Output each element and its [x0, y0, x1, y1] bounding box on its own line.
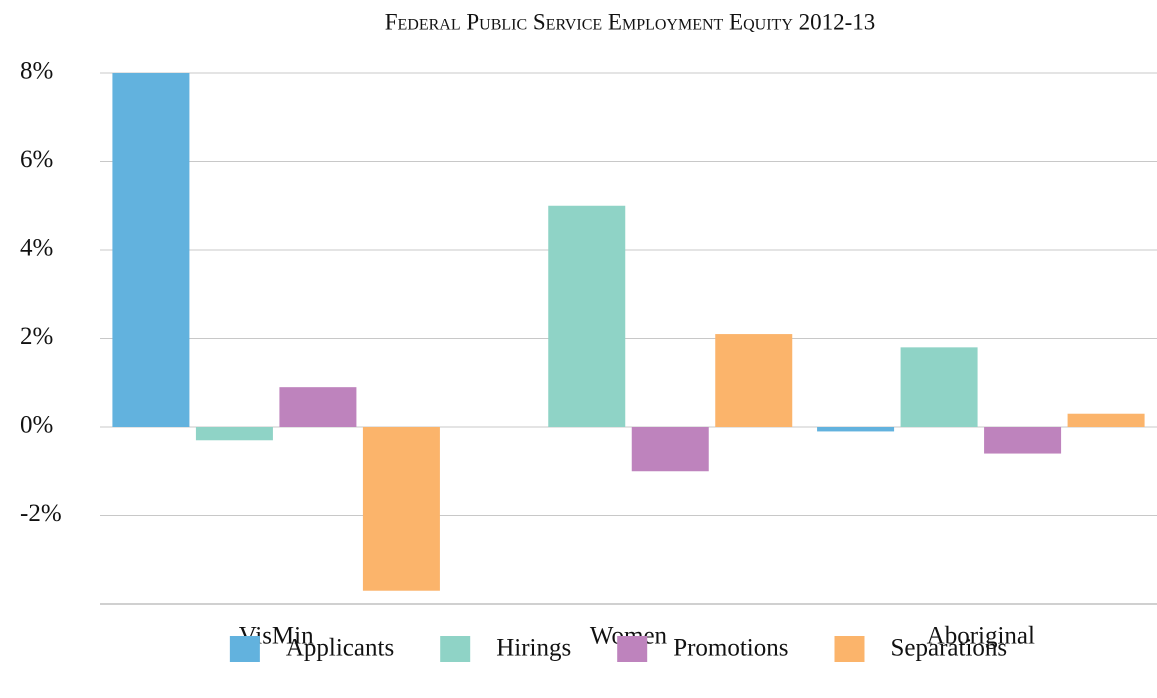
bar	[1067, 413, 1145, 427]
y-tick-label: 8%	[20, 58, 53, 85]
legend-swatch	[440, 636, 471, 662]
legend-swatch	[229, 636, 260, 662]
bar	[817, 427, 895, 432]
legend-swatch	[617, 636, 648, 662]
bar	[362, 427, 440, 591]
y-tick-label: 2%	[20, 323, 53, 350]
legend-label: Separations	[890, 635, 1007, 662]
y-tick-label: 6%	[20, 146, 53, 173]
y-tick-label: 4%	[20, 235, 53, 262]
bar	[984, 427, 1062, 454]
bar	[195, 427, 273, 441]
legend-swatch	[834, 636, 865, 662]
legend-label: Promotions	[673, 635, 788, 662]
legend-label: Hirings	[496, 635, 571, 662]
legend-label: Applicants	[286, 635, 394, 662]
bar	[112, 73, 190, 427]
bar	[279, 387, 357, 427]
y-tick-label: 0%	[20, 412, 53, 439]
bar	[900, 347, 978, 427]
bar	[631, 427, 709, 472]
x-tick-label: Aboriginal	[927, 623, 1035, 650]
bar	[715, 334, 793, 427]
bar	[548, 205, 626, 427]
y-tick-label: -2%	[20, 500, 62, 527]
chart-title: Federal Public Service Employment Equity…	[385, 9, 876, 34]
